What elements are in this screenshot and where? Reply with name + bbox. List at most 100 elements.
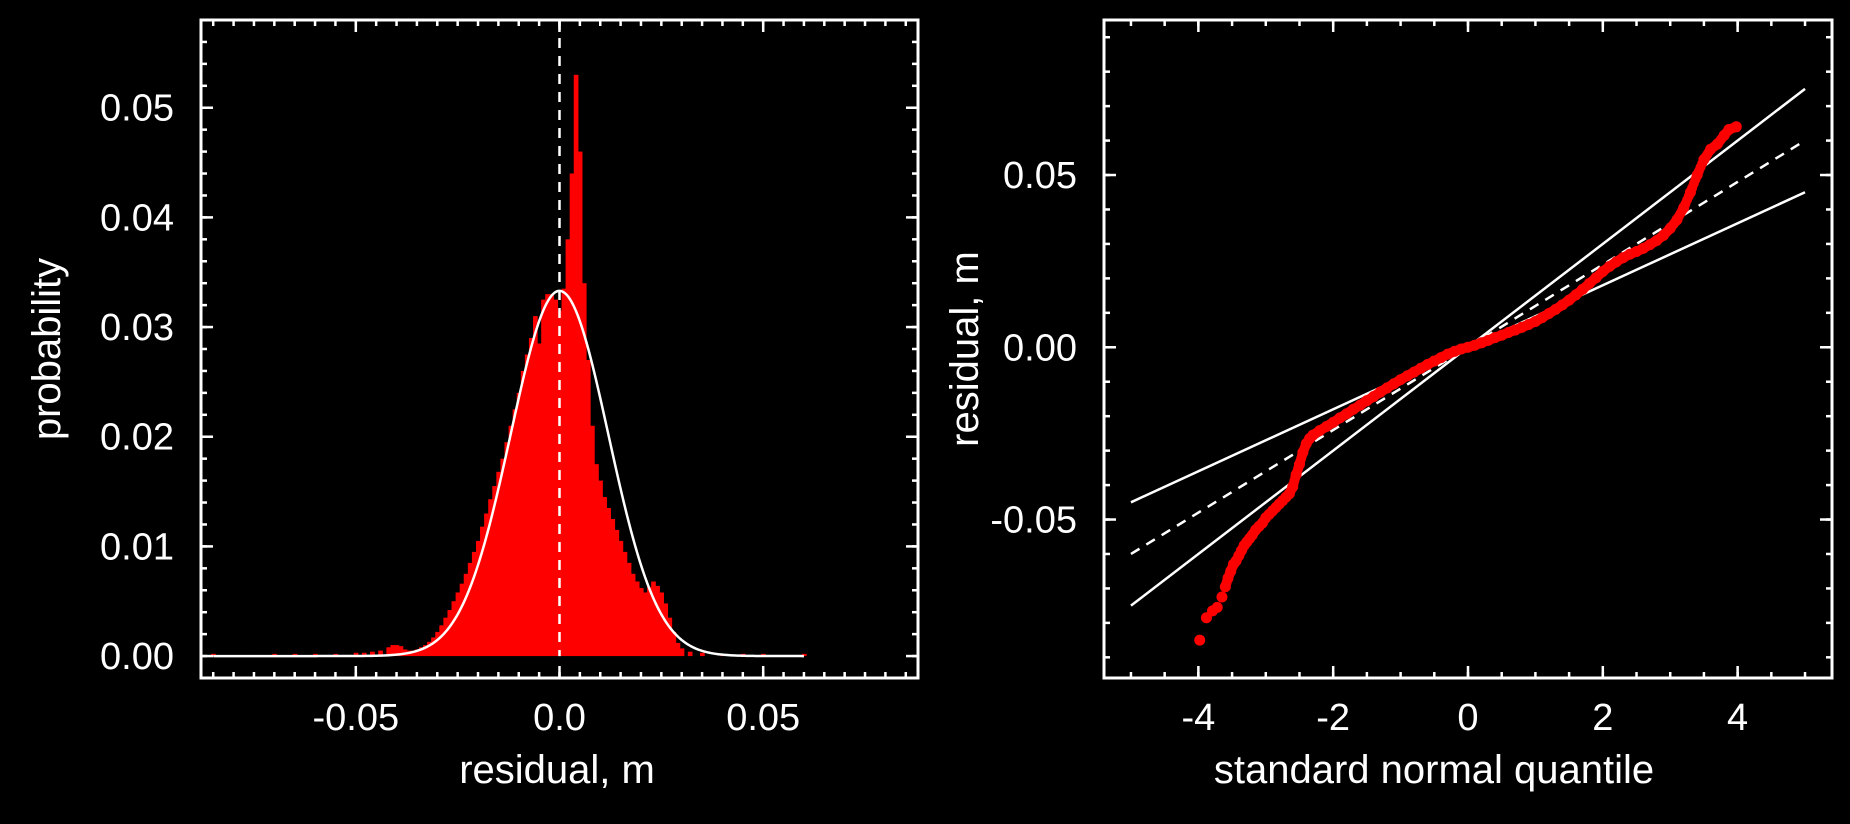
histogram-bar-74 [647,586,652,657]
histogram-bar-10 [386,647,392,657]
histogram-x-axis-label: residual, m [459,748,655,792]
histogram-bars [211,74,807,657]
histogram-bar-19 [423,645,428,657]
qq-point [1194,634,1206,646]
qq-points [1194,121,1742,646]
qq-point [1216,591,1228,603]
histogram-bar-39 [504,442,510,657]
qq-x-tick-label: 2 [1592,697,1613,739]
qq-x-axis-label: standard normal quantile [1214,748,1654,792]
histogram-bar-51 [553,299,559,657]
qq-plot-panel: -4 -2 0 2 4 -0.05 0.00 0.05 standard normal qu… [943,18,1834,792]
histogram-bar-66 [614,529,620,657]
qq-point [1683,191,1694,202]
histogram-bar-59 [585,359,591,657]
histogram-x-tick-label: 0.0 [533,697,586,739]
histogram-bar-84 [700,652,705,657]
qq-x-tick-labels: -4 -2 0 2 4 [1181,697,1748,739]
histogram-bar-44 [524,354,530,657]
histogram-y-tick-label: 0.04 [100,197,174,239]
qq-point [1211,601,1223,613]
histogram-y-tick-label: 0.03 [100,307,174,349]
histogram-bar-24 [443,617,449,657]
histogram-bar-83 [687,651,693,657]
qq-ticks [1104,20,1832,678]
histogram-bar-13 [398,646,404,657]
histogram-bar-72 [638,588,644,657]
histogram-bar-62 [598,480,603,657]
histogram-bar-40 [508,425,514,657]
histogram-bar-33 [480,526,485,657]
histogram-bar-73 [643,592,648,657]
histogram-bar-45 [528,338,534,657]
histogram-bar-17 [414,649,420,657]
histogram-bar-41 [512,409,518,657]
qq-x-tick-label: 4 [1727,697,1748,739]
histogram-bar-63 [602,497,607,657]
histogram-bar-50 [549,294,554,657]
histogram-bar-22 [435,631,440,657]
histogram-bar-53 [561,288,567,657]
qq-y-tick-labels: -0.05 0.00 0.05 [990,155,1077,542]
histogram-x-tick-labels: -0.05 0.0 0.05 [312,697,800,739]
histogram-bar-60 [590,425,595,657]
histogram-bar-56 [573,74,579,657]
histogram-bar-20 [427,641,432,657]
histogram-bar-47 [537,343,542,657]
qq-point [1690,174,1701,185]
histogram-ticks [201,20,918,678]
histogram-bar-78 [663,603,669,657]
histogram-bar-34 [484,513,489,657]
histogram-bar-52 [557,310,563,657]
histogram-bar-7 [361,652,367,657]
histogram-y-tick-label: 0.01 [100,526,174,568]
histogram-bar-69 [626,562,632,657]
histogram-y-axis-label: probability [25,258,69,440]
qq-y-tick-label: 0.05 [1003,155,1077,197]
histogram-bar-29 [463,573,469,657]
histogram-bar-11 [390,645,396,657]
histogram-bar-26 [451,601,457,657]
histogram-bar-27 [455,592,461,657]
histogram-bar-42 [516,392,522,657]
histogram-bar-12 [394,645,400,657]
histogram-y-tick-labels: 0.00 0.01 0.02 0.03 0.04 0.05 [100,88,174,678]
histogram-bar-35 [488,499,493,657]
histogram-bar-54 [565,239,571,657]
histogram-bar-32 [475,540,481,657]
histogram-bar-31 [471,551,477,657]
qq-y-tick-label: -0.05 [990,500,1077,542]
histogram-bar-55 [569,173,575,657]
histogram-y-tick-label: 0.05 [100,88,174,130]
histogram-bar-81 [675,642,681,657]
qq-x-tick-label: 0 [1457,697,1478,739]
histogram-bar-77 [659,592,664,657]
qq-y-tick-label: 0.00 [1003,327,1077,369]
histogram-bar-71 [634,581,640,657]
histogram-bar-89 [801,653,807,657]
histogram-bar-61 [594,464,599,657]
histogram-bar-75 [651,581,656,657]
histogram-bar-58 [581,283,587,657]
histogram-bar-76 [655,585,660,657]
histogram-bar-82 [679,648,685,657]
histogram-bar-57 [577,151,583,657]
histogram-bar-8 [370,651,375,657]
qq-point [1729,122,1740,133]
histogram-bar-46 [533,316,538,657]
histogram-bar-43 [520,370,526,657]
histogram-bar-49 [545,294,550,657]
histogram-bar-18 [418,647,424,657]
histogram-bar-64 [606,508,612,657]
histogram-y-tick-label: 0.02 [100,417,174,459]
histogram-bar-21 [431,637,436,657]
histogram-bar-23 [439,625,444,657]
histogram-bar-48 [541,299,546,657]
histogram-bar-28 [459,583,465,657]
qq-x-tick-label: -2 [1316,697,1350,739]
histogram-bar-80 [671,631,677,657]
histogram-bar-79 [667,617,673,657]
histogram-bar-37 [496,471,502,657]
histogram-bar-65 [610,518,616,657]
